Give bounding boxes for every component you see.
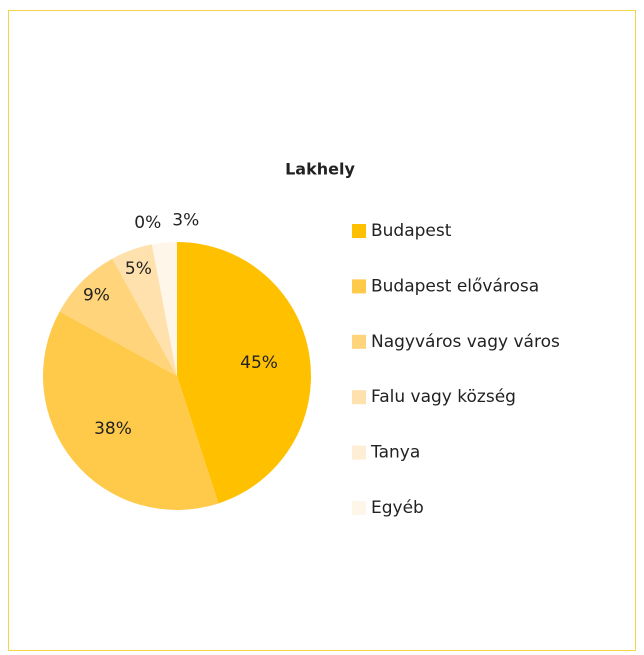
legend-label: Budapest elővárosa [371,276,539,296]
legend-swatch [352,279,366,294]
pie-slice [177,242,311,504]
legend-label: Falu vagy község [371,387,516,407]
pie-slice [59,258,177,376]
pie-slice [112,244,177,376]
pie-slice [42,311,219,510]
data-label: 3% [172,211,199,231]
legend-label: Nagyváros vagy város [371,332,560,352]
data-label: 38% [94,419,132,439]
chart-title: Lakhely [285,160,355,179]
data-label: 0% [134,213,161,233]
legend-swatch [352,224,366,238]
data-label: 9% [83,285,110,305]
legend-swatch [352,334,366,349]
legend-swatch [352,390,366,405]
legend-swatch [352,501,366,515]
legend-swatch [352,445,366,460]
data-label: 45% [240,353,278,373]
legend-label: Budapest [371,221,452,241]
legend-label: Egyéb [371,498,424,518]
pie-slice [151,242,177,376]
data-label: 5% [125,259,152,279]
legend-label: Tanya [370,443,420,463]
